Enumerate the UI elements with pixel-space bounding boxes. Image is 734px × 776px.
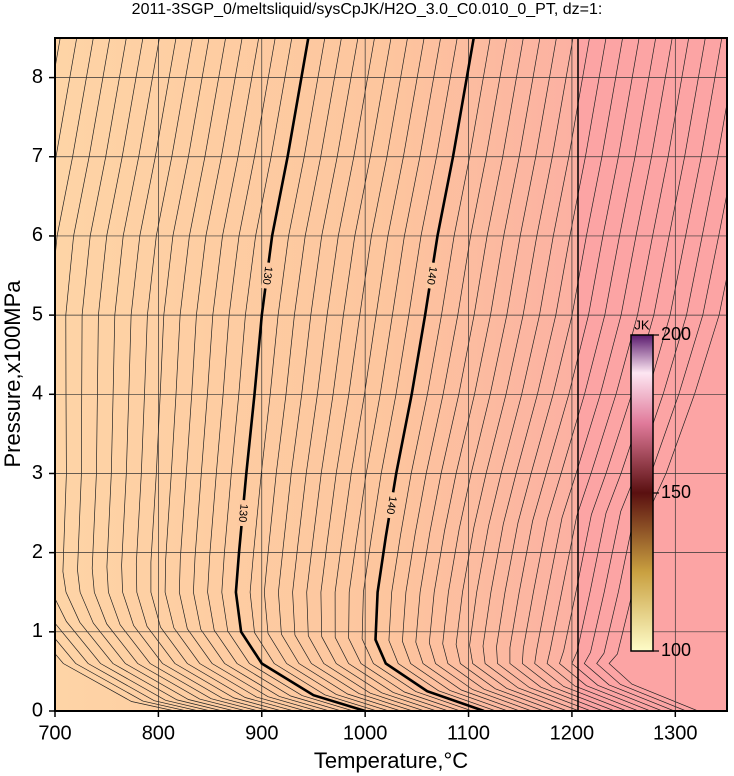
isoline bbox=[77, 38, 235, 711]
isoline bbox=[320, 38, 437, 711]
y-tick-label: 2 bbox=[32, 541, 43, 563]
isoline bbox=[559, 38, 706, 711]
y-tick-label: 1 bbox=[32, 620, 43, 642]
plot-frame bbox=[54, 37, 728, 712]
y-axis-label: Pressure,x100MPa bbox=[0, 280, 25, 468]
isoline bbox=[263, 38, 390, 711]
isoline bbox=[121, 38, 271, 711]
isoline bbox=[361, 38, 473, 711]
isoline bbox=[571, 38, 723, 711]
isoline bbox=[402, 38, 508, 711]
isoline bbox=[55, 653, 175, 711]
contour-label-bg bbox=[261, 262, 273, 289]
contour-lines bbox=[55, 38, 727, 711]
isoline bbox=[164, 38, 306, 711]
labeled-contours: 130 130 140 140 bbox=[234, 38, 485, 711]
isoline bbox=[388, 38, 497, 711]
isoline bbox=[62, 38, 223, 711]
y-tick-label: 0 bbox=[32, 699, 43, 721]
isoline bbox=[428, 38, 541, 711]
isoline bbox=[546, 38, 690, 711]
contour-label: 140 bbox=[384, 495, 399, 515]
y-tick-label: 3 bbox=[32, 462, 43, 484]
y-tick-label: 4 bbox=[32, 383, 43, 405]
colorbar bbox=[630, 334, 654, 652]
x-tick-label: 700 bbox=[38, 722, 71, 744]
y-tick-label: 6 bbox=[32, 224, 43, 246]
contour-label: 130 bbox=[260, 266, 274, 286]
y-tick-label: 5 bbox=[32, 303, 43, 325]
isoline bbox=[55, 38, 187, 711]
isoline bbox=[469, 38, 590, 711]
colorbar-tick-label: 100 bbox=[661, 640, 691, 660]
chart-title: 2011-3SGP_0/meltsliquid/sysCpJK/H2O_3.0_… bbox=[132, 1, 603, 18]
colorbar-tick-label: 200 bbox=[661, 324, 691, 344]
isoline bbox=[193, 38, 330, 711]
x-tick-label: 1100 bbox=[447, 722, 490, 744]
isoline bbox=[278, 38, 401, 711]
x-tick-label: 1000 bbox=[343, 722, 388, 744]
colorbar-label: JK bbox=[634, 317, 650, 332]
isoline bbox=[150, 38, 294, 711]
contour-label-bg bbox=[237, 499, 248, 527]
isoline bbox=[221, 38, 354, 711]
isoline bbox=[207, 38, 342, 711]
x-tick-label: 900 bbox=[245, 722, 278, 744]
isoline bbox=[509, 38, 640, 711]
isoline bbox=[292, 38, 413, 711]
colorbar-tick-label: 150 bbox=[661, 482, 691, 502]
contour-label: 140 bbox=[424, 266, 439, 286]
isoline bbox=[521, 38, 657, 711]
x-tick-label: 1200 bbox=[550, 722, 595, 744]
isoline bbox=[348, 38, 461, 711]
isoline bbox=[106, 38, 259, 711]
isoline bbox=[334, 38, 449, 711]
isoline bbox=[135, 38, 282, 711]
isoline bbox=[55, 38, 199, 711]
isoline bbox=[442, 38, 557, 711]
isoline bbox=[496, 38, 623, 711]
isoline bbox=[482, 38, 607, 711]
isoline bbox=[178, 38, 318, 711]
y-tick-label: 7 bbox=[32, 145, 43, 167]
isoline bbox=[91, 38, 247, 711]
y-tick-label: 8 bbox=[32, 66, 43, 88]
isoline bbox=[415, 38, 524, 711]
x-tick-label: 1300 bbox=[653, 722, 698, 744]
contour-label-bg bbox=[425, 262, 438, 289]
isoline bbox=[583, 101, 727, 711]
isoline bbox=[534, 38, 673, 711]
isoline bbox=[608, 274, 727, 711]
isoline bbox=[55, 38, 211, 711]
contour-label-bg bbox=[384, 491, 398, 519]
isoline bbox=[249, 38, 378, 711]
isoline bbox=[455, 38, 574, 711]
x-tick-label: 800 bbox=[142, 722, 175, 744]
x-axis-label: Temperature,°C bbox=[314, 748, 468, 773]
isoline bbox=[306, 38, 425, 711]
contour-label: 130 bbox=[236, 503, 250, 522]
